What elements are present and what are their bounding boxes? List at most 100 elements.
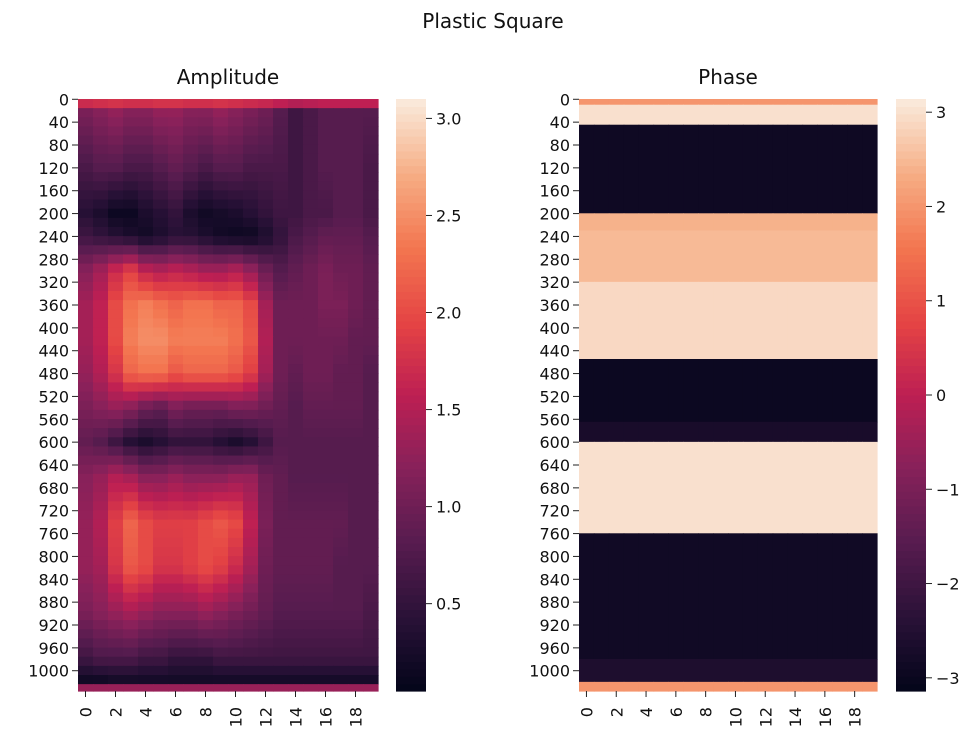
heatmap-cell	[228, 473, 244, 484]
heatmap-cell	[333, 345, 349, 356]
colorbar-segment	[396, 469, 426, 477]
heatmap-cell	[123, 263, 139, 274]
heatmap-cell	[108, 373, 124, 384]
heatmap-cell	[108, 409, 124, 420]
heatmap-cell	[138, 400, 154, 411]
heatmap-cell	[608, 230, 625, 283]
heatmap-cell	[333, 135, 349, 146]
heatmap-cell	[318, 510, 334, 521]
heatmap-cell	[123, 519, 139, 530]
heatmap-cell	[153, 199, 169, 210]
heatmap-cell	[288, 519, 304, 530]
colorbar-segment	[896, 291, 926, 300]
y-tick-label: 720	[539, 502, 570, 521]
heatmap-cell	[288, 419, 304, 429]
heatmap-cell	[698, 533, 714, 660]
heatmap-cell	[168, 547, 184, 557]
heatmap-cell	[168, 665, 184, 676]
heatmap-cell	[168, 492, 184, 502]
heatmap-cell	[153, 620, 169, 630]
heatmap-cell	[243, 355, 259, 365]
heatmap-cell	[273, 675, 289, 685]
heatmap-cell	[348, 473, 364, 484]
heatmap-cell	[93, 601, 109, 612]
heatmap-cell	[108, 236, 124, 246]
heatmap-cell	[638, 104, 655, 126]
heatmap-cell	[258, 263, 274, 274]
heatmap-cell	[183, 272, 199, 283]
heatmap-cell	[78, 620, 94, 630]
heatmap-cell	[772, 359, 789, 423]
heatmap-cell	[318, 473, 334, 484]
heatmap-cell	[742, 359, 759, 423]
heatmap-cell	[183, 318, 199, 329]
heatmap-cell	[832, 99, 848, 106]
heatmap-cell	[683, 681, 699, 692]
heatmap-cell	[123, 510, 139, 521]
heatmap-cell	[168, 574, 184, 585]
heatmap-cell	[168, 208, 184, 219]
colorbar-segment	[896, 99, 926, 107]
heatmap-cell	[593, 421, 610, 443]
heatmap-cell	[303, 309, 319, 320]
heatmap-cell	[273, 611, 289, 621]
heatmap-cell	[108, 528, 124, 539]
heatmap-cell	[318, 263, 334, 274]
y-tick-label: 480	[539, 365, 570, 384]
heatmap-cell	[243, 675, 259, 685]
heatmap-cell	[303, 592, 319, 603]
heatmap-cell	[168, 345, 184, 356]
heatmap-cell	[832, 441, 848, 534]
heatmap-cell	[213, 391, 229, 402]
heatmap-cell	[728, 533, 744, 660]
heatmap-cell	[93, 208, 109, 219]
heatmap-cell	[802, 441, 818, 534]
heatmap-cell	[653, 441, 669, 534]
heatmap-cell	[108, 190, 124, 201]
heatmap-cell	[198, 601, 214, 612]
heatmap-cell	[108, 263, 124, 274]
heatmap-cell	[213, 592, 229, 603]
heatmap-cell	[348, 382, 364, 393]
heatmap-cell	[363, 245, 379, 256]
heatmap-cell	[333, 291, 349, 301]
heatmap-cell	[698, 359, 714, 423]
heatmap-cell	[363, 629, 379, 640]
heatmap-cell	[108, 492, 124, 502]
heatmap-cell	[363, 464, 379, 475]
heatmap-cell	[363, 327, 379, 338]
heatmap-cell	[138, 620, 154, 630]
heatmap-cell	[123, 492, 139, 502]
x-tick-label: 14	[287, 707, 306, 727]
colorbar-segment	[896, 321, 926, 329]
heatmap-cell	[108, 108, 124, 118]
heatmap-cell	[728, 104, 744, 126]
colorbar-segment	[396, 165, 426, 174]
heatmap-cell	[168, 99, 184, 109]
heatmap-cell	[138, 483, 154, 493]
heatmap-cell	[288, 428, 304, 438]
heatmap-cell	[93, 464, 109, 475]
heatmap-cell	[258, 519, 274, 530]
heatmap-cell	[153, 291, 169, 301]
heatmap-cell	[213, 153, 229, 164]
heatmap-cell	[93, 345, 109, 356]
heatmap-cell	[273, 199, 289, 210]
heatmap-cell	[78, 382, 94, 393]
heatmap-cell	[333, 519, 349, 530]
x-tick-label: 16	[816, 707, 835, 727]
heatmap-cell	[713, 104, 729, 126]
x-tick-label: 12	[257, 707, 276, 727]
heatmap-cell	[363, 665, 379, 676]
heatmap-cell	[288, 355, 304, 365]
heatmap-cell	[93, 364, 109, 374]
heatmap-cell	[93, 135, 109, 146]
heatmap-cell	[168, 446, 184, 457]
colorbar-tick-label: 1.0	[436, 498, 461, 517]
heatmap-cell	[183, 327, 199, 338]
heatmap-cell	[832, 230, 848, 283]
heatmap-cell	[108, 254, 124, 265]
heatmap-cell	[728, 681, 744, 692]
heatmap-cell	[108, 428, 124, 438]
heatmap-cell	[363, 446, 379, 457]
